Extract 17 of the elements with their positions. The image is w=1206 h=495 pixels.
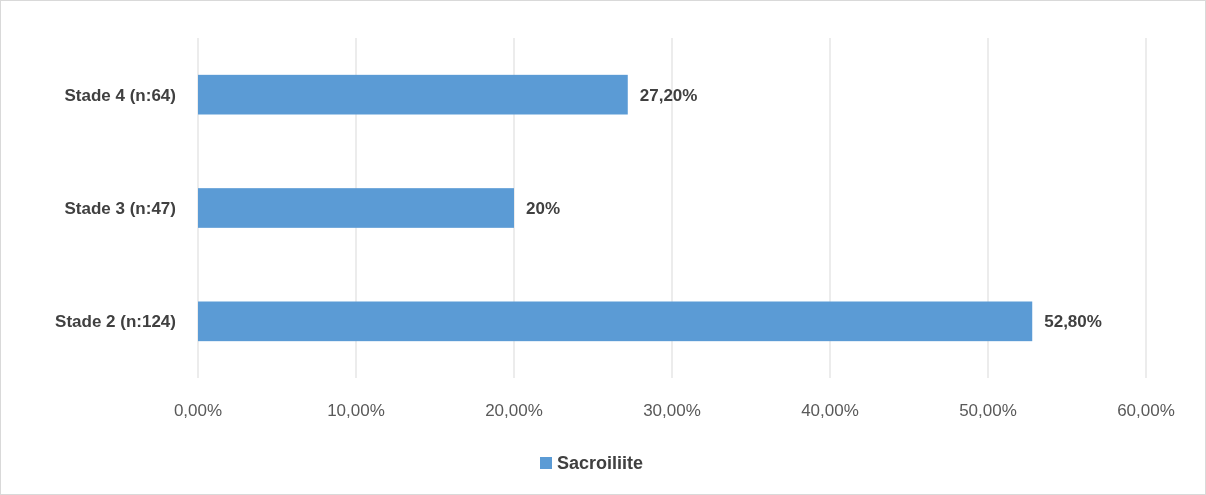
x-tick-label: 50,00% — [959, 400, 1017, 420]
x-tick-label: 0,00% — [173, 400, 223, 420]
legend-label: Sacroiliite — [557, 453, 644, 474]
data-label: 20% — [526, 198, 561, 218]
data-label: 27,20% — [639, 85, 698, 105]
bar — [198, 301, 1033, 342]
x-tick-label: 40,00% — [801, 400, 859, 420]
bar — [198, 74, 628, 115]
x-tick-label: 20,00% — [485, 400, 543, 420]
x-tick-label: 30,00% — [643, 400, 701, 420]
y-tick-label: Stade 2 (n:124) — [55, 312, 176, 332]
x-tick-label: 10,00% — [327, 400, 385, 420]
data-label: 52,80% — [1044, 312, 1102, 332]
bar — [198, 188, 514, 228]
x-tick-label: 60,00% — [1117, 400, 1175, 420]
y-tick-label: Stade 4 (n:64) — [64, 85, 176, 105]
y-tick-label: Stade 3 (n:47) — [64, 198, 176, 218]
